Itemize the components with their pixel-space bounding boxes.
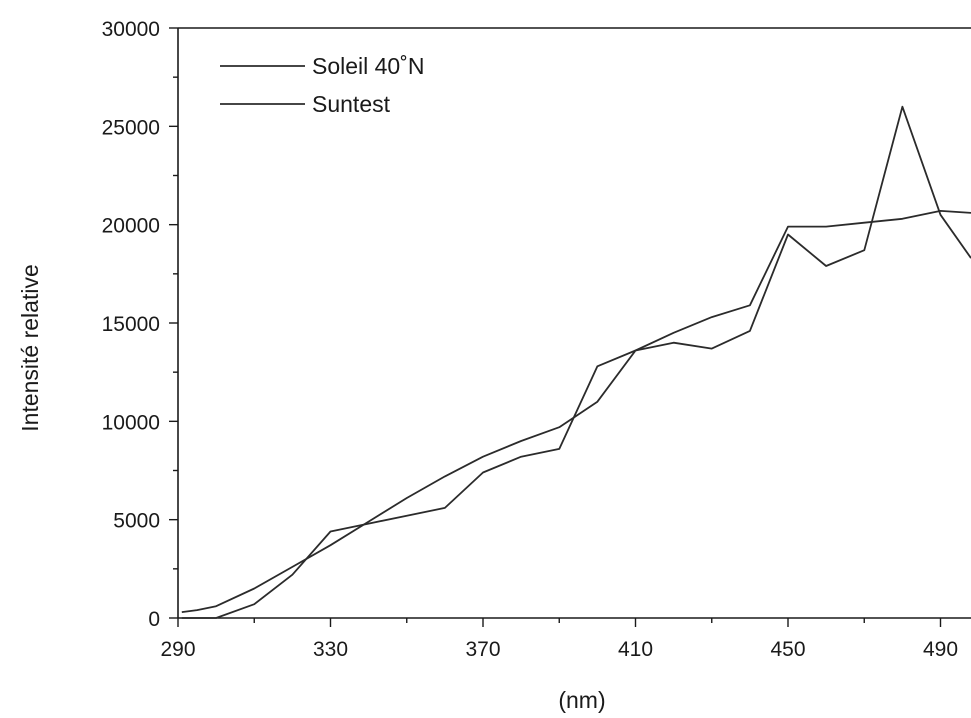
series-line-soleil: [181, 105, 971, 619]
y-tick-label: 5000: [113, 510, 160, 533]
x-tick-label: 410: [618, 638, 653, 661]
series-line-suntest: [181, 209, 971, 613]
y-axis-title: Intensité relative: [17, 264, 43, 431]
x-tick-label: 490: [923, 638, 958, 661]
x-tick-label: 370: [465, 638, 500, 661]
y-tick-label: 30000: [102, 18, 160, 41]
y-tick-label: 10000: [102, 411, 160, 434]
x-axis-title: (nm): [558, 687, 605, 713]
x-tick-label: 290: [160, 638, 195, 661]
y-tick-label: 0: [148, 608, 160, 631]
series-group: [181, 105, 971, 619]
axes: 290 330 370 410 450 490 0 5000 10000 15000 20000 25…: [102, 18, 971, 661]
y-tick-label: 15000: [102, 313, 160, 336]
legend-label: Suntest: [312, 91, 391, 117]
legend-label: Soleil 40˚N: [312, 53, 425, 79]
y-tick-label: 20000: [102, 215, 160, 238]
legend: Soleil 40˚N Suntest: [220, 53, 425, 117]
x-tick-label: 330: [313, 638, 348, 661]
x-tick-label: 450: [770, 638, 805, 661]
y-tick-label: 25000: [102, 116, 160, 139]
